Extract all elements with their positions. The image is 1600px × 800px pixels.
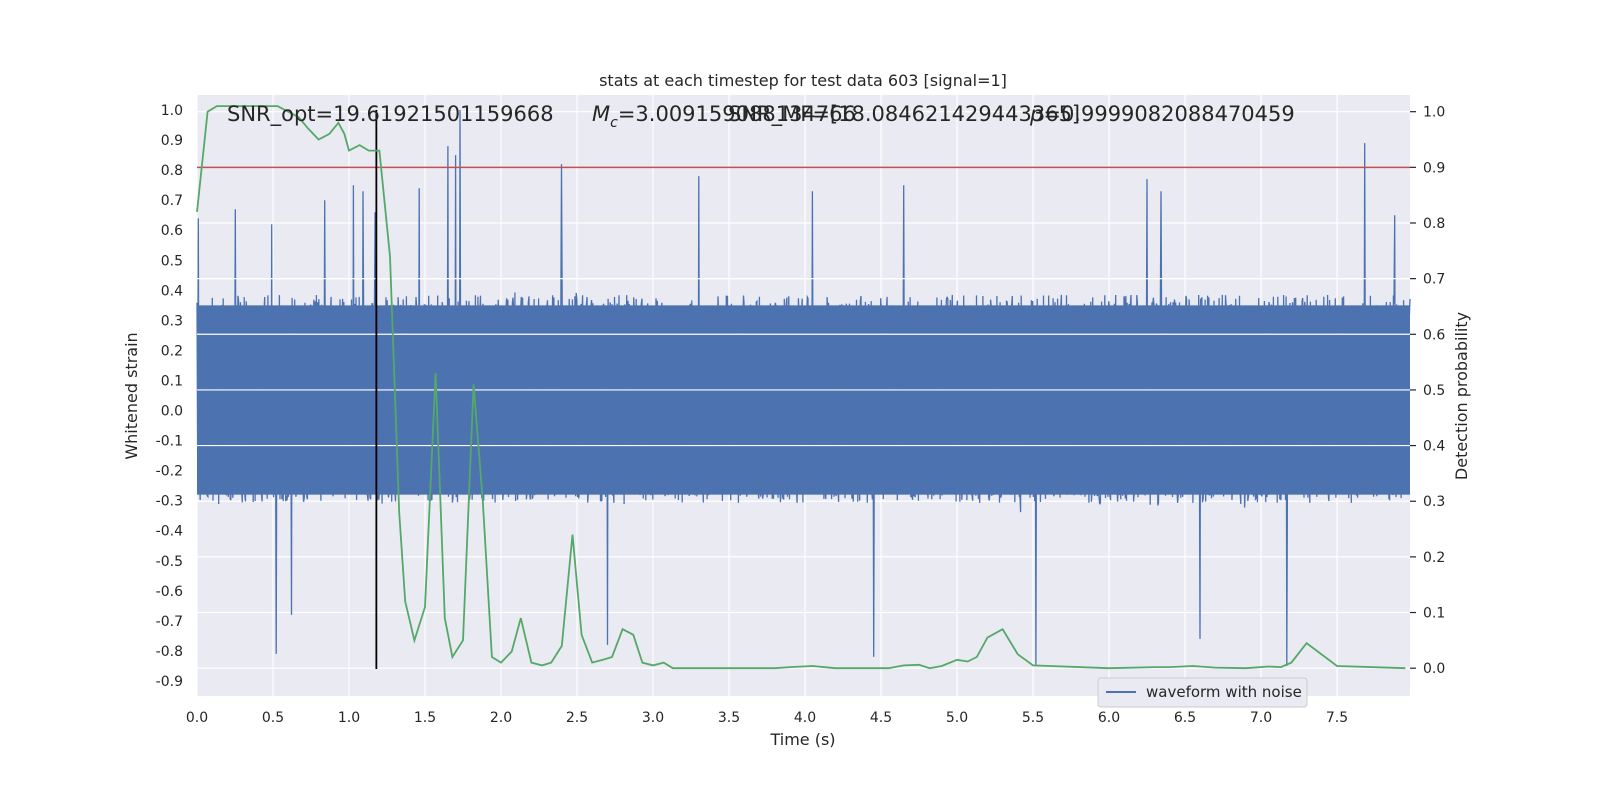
x-tick-label: 0.0 <box>186 710 208 726</box>
y-tick-label: 0.2 <box>161 343 183 359</box>
y-axis-label: Whitened strain <box>122 332 141 459</box>
x-tick-label: 0.5 <box>262 710 284 726</box>
y-axis-ticks: 1.0 0.9 0.8 0.7 0.6 0.5 0.4 0.3 0.2 0.1 0.0 -0.1 -0.… <box>156 103 183 690</box>
y-tick-label: 0.6 <box>161 223 183 239</box>
right-tick-label: 0.4 <box>1423 439 1445 455</box>
x-axis-ticks: 0.0 0.5 1.0 1.5 2.0 2.5 3.0 3.5 4.0 4.5 5.0 5.5 6.0 6… <box>186 710 1348 726</box>
y-tick-label: 0.5 <box>161 253 183 269</box>
right-tick-label: 1.0 <box>1423 105 1445 121</box>
y-tick-label: 0.8 <box>161 163 183 179</box>
y-tick-label: -0.1 <box>156 434 183 450</box>
legend-waveform-label: waveform with noise <box>1146 683 1302 701</box>
snr-mf-annotation: SNR_MF=[18.084621429443365] <box>728 102 1080 127</box>
right-axis-ticks: 1.0 0.9 0.8 0.7 0.6 0.5 0.4 0.3 0.2 0.1 0.0 <box>1410 105 1445 677</box>
right-tick-label: 0.2 <box>1423 550 1445 566</box>
right-tick-label: 0.1 <box>1423 606 1445 622</box>
y-tick-label: 0.3 <box>161 313 183 329</box>
waveform-line <box>196 109 1411 667</box>
x-tick-label: 3.0 <box>642 710 664 726</box>
x-tick-label: 5.0 <box>946 710 968 726</box>
x-tick-label: 6.0 <box>1098 710 1120 726</box>
y-tick-label: -0.2 <box>156 464 183 480</box>
y-tick-label: -0.4 <box>156 524 183 540</box>
x-tick-label: 1.5 <box>414 710 436 726</box>
snr-opt-annotation: SNR_opt=19.61921501159668 <box>227 102 554 127</box>
legend: waveform with noise <box>1097 677 1308 708</box>
y-tick-label: -0.6 <box>156 584 183 600</box>
y-tick-label: -0.9 <box>156 674 183 690</box>
y-tick-label: -0.5 <box>156 554 183 570</box>
x-tick-label: 4.0 <box>794 710 816 726</box>
probability-annotation: p=0.9999082088470459 <box>1029 102 1295 126</box>
right-tick-label: 0.8 <box>1423 216 1445 232</box>
x-tick-label: 2.5 <box>566 710 588 726</box>
chart-title: stats at each timestep for test data 603… <box>599 71 1007 90</box>
x-tick-label: 7.5 <box>1326 710 1348 726</box>
x-tick-label: 4.5 <box>870 710 892 726</box>
legend-box <box>1097 677 1308 708</box>
right-tick-label: 0.6 <box>1423 327 1445 343</box>
right-tick-label: 0.5 <box>1423 383 1445 399</box>
x-tick-label: 3.5 <box>718 710 740 726</box>
x-tick-label: 7.0 <box>1250 710 1272 726</box>
probability-line <box>196 105 1406 670</box>
right-tick-label: 0.9 <box>1423 160 1445 176</box>
waveform-series <box>196 109 1411 667</box>
y-tick-label: -0.8 <box>156 644 183 660</box>
right-tick-label: 0.7 <box>1423 272 1445 288</box>
right-axis-label: Detection probability <box>1452 312 1471 480</box>
y-tick-label: 1.0 <box>161 103 183 119</box>
x-tick-label: 5.5 <box>1022 710 1044 726</box>
x-tick-label: 2.0 <box>490 710 512 726</box>
right-tick-label: 0.3 <box>1423 494 1445 510</box>
y-tick-label: 0.0 <box>161 404 183 420</box>
y-tick-label: 0.4 <box>161 283 183 299</box>
y-tick-label: -0.7 <box>156 614 183 630</box>
detection-probability-series <box>196 105 1410 670</box>
y-tick-label: 0.7 <box>161 193 183 209</box>
x-tick-label: 6.5 <box>1174 710 1196 726</box>
x-axis-label: Time (s) <box>769 730 835 749</box>
y-tick-label: -0.3 <box>156 494 183 510</box>
y-tick-label: 0.9 <box>161 133 183 149</box>
x-tick-label: 1.0 <box>338 710 360 726</box>
right-tick-label: 0.0 <box>1423 661 1445 677</box>
chirp-mass-annotation: Mc=3.009159088134766 <box>592 102 856 131</box>
y-tick-label: 0.1 <box>161 373 183 389</box>
